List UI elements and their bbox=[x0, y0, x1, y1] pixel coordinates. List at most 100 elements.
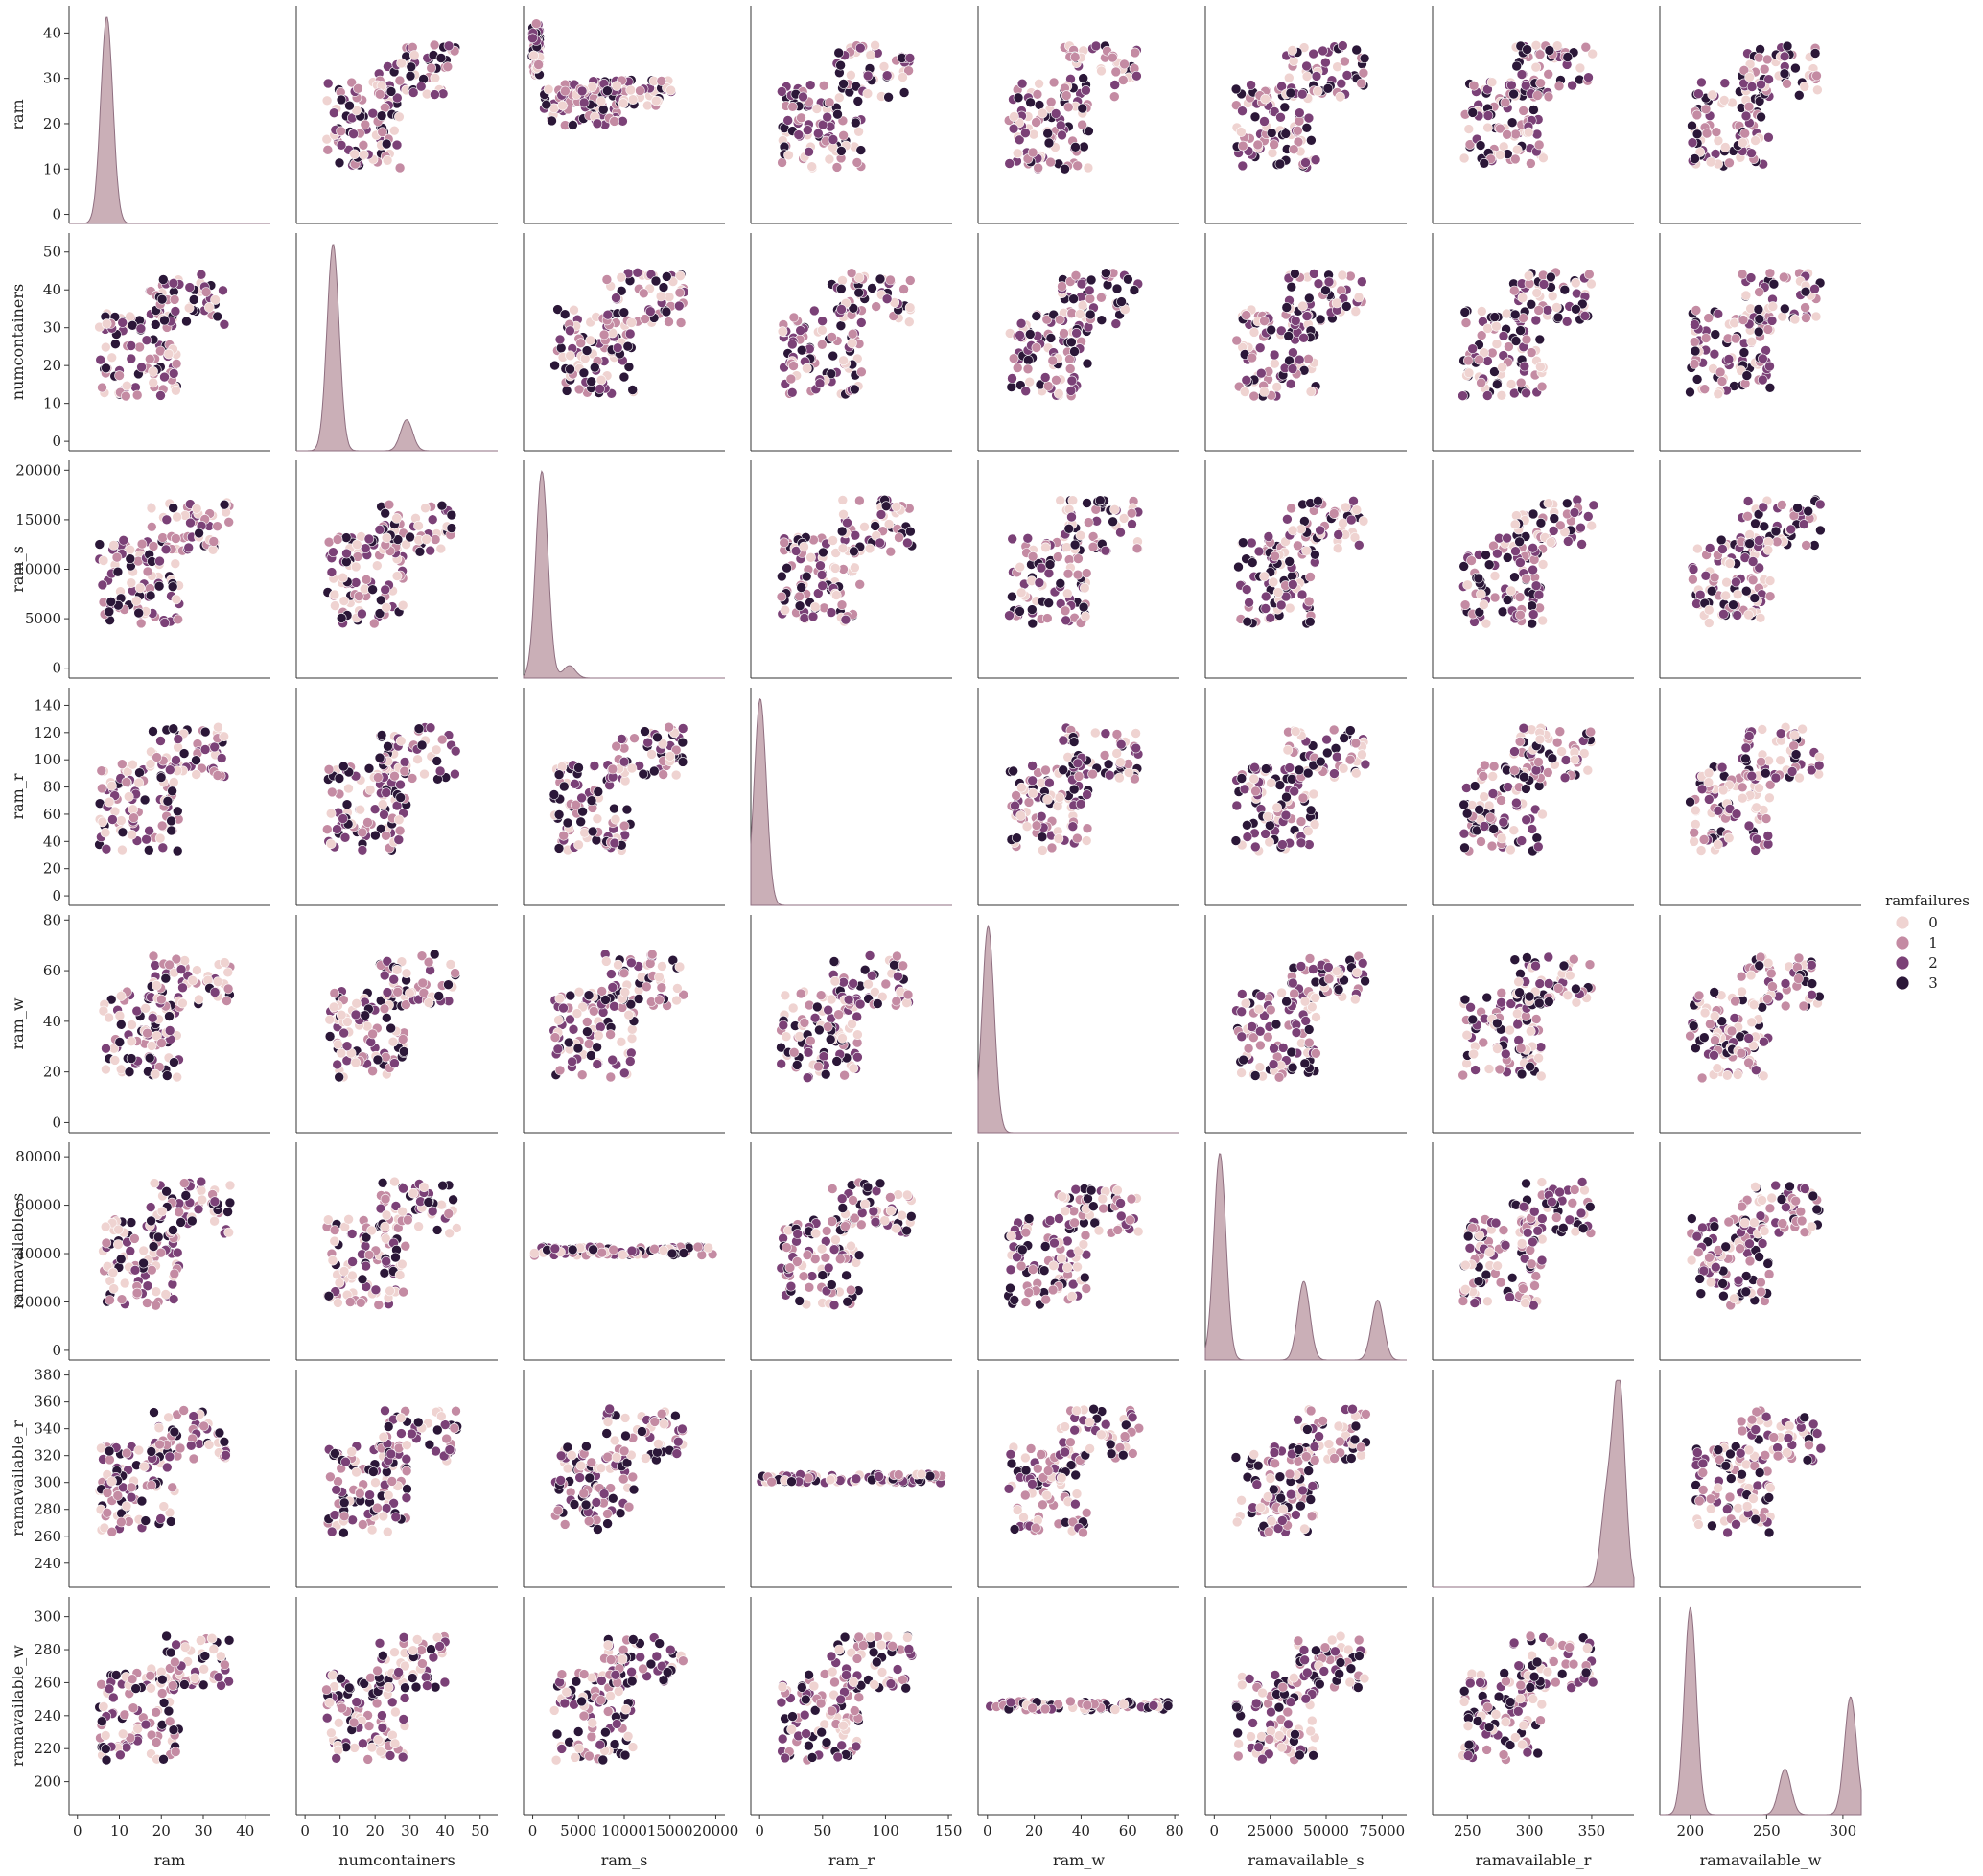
scatter-point bbox=[577, 806, 588, 817]
scatter-point bbox=[161, 514, 173, 526]
scatter-point bbox=[777, 157, 787, 168]
scatter-point bbox=[165, 764, 175, 776]
scatter-point bbox=[405, 988, 415, 998]
scatter-point bbox=[371, 560, 383, 572]
scatter-point bbox=[1268, 576, 1279, 588]
scatter-point bbox=[1528, 508, 1539, 520]
scatter-point bbox=[1536, 1070, 1547, 1082]
scatter-point bbox=[626, 1024, 638, 1035]
scatter-point bbox=[846, 70, 856, 81]
scatter-point bbox=[1288, 977, 1298, 989]
scatter-point bbox=[1236, 1067, 1247, 1078]
scatter-point bbox=[1537, 559, 1549, 570]
scatter-point bbox=[618, 98, 629, 108]
scatter-point bbox=[1704, 794, 1715, 805]
scatter-point bbox=[881, 293, 893, 305]
scatter-point bbox=[376, 730, 387, 740]
scatter-point bbox=[1533, 139, 1545, 151]
scatter-point bbox=[1341, 70, 1353, 81]
scatter-point bbox=[1042, 794, 1053, 805]
scatter-point bbox=[1306, 135, 1317, 146]
scatter-point bbox=[852, 1029, 863, 1040]
scatter-point bbox=[1318, 45, 1328, 57]
scatter-point bbox=[1082, 823, 1093, 834]
scatter-point bbox=[1534, 997, 1545, 1009]
scatter-point bbox=[1249, 1070, 1261, 1081]
scatter-point bbox=[1042, 381, 1054, 391]
scatter-point bbox=[549, 1032, 561, 1043]
scatter-point bbox=[385, 86, 397, 97]
scatter-point bbox=[171, 594, 182, 605]
scatter-point bbox=[1753, 304, 1764, 315]
scatter-point bbox=[836, 304, 847, 315]
scatter-point bbox=[889, 959, 899, 971]
scatter-point bbox=[1466, 555, 1477, 566]
scatter-point bbox=[883, 92, 894, 103]
scatter-point bbox=[1070, 142, 1081, 152]
scatter-point bbox=[200, 287, 212, 297]
scatter-point bbox=[1496, 997, 1506, 1008]
scatter-point bbox=[1130, 47, 1140, 59]
scatter-point bbox=[326, 786, 338, 798]
scatter-point bbox=[677, 757, 688, 767]
scatter-point bbox=[1753, 326, 1764, 338]
scatter-point bbox=[828, 134, 839, 145]
scatter-point bbox=[894, 532, 904, 543]
scatter-point bbox=[131, 1005, 143, 1017]
scatter-point bbox=[1015, 587, 1027, 598]
scatter-point bbox=[640, 726, 650, 737]
scatter-point bbox=[164, 1011, 175, 1021]
scatter-point bbox=[170, 306, 181, 317]
scatter-point bbox=[1703, 767, 1715, 779]
scatter-point bbox=[1316, 756, 1326, 767]
scatter-point bbox=[1486, 77, 1498, 87]
scatter-point bbox=[1238, 1054, 1248, 1066]
scatter-point bbox=[1007, 533, 1017, 545]
scatter-point bbox=[801, 571, 812, 582]
panel-ram_s-vs-numcontainers bbox=[295, 460, 498, 679]
scatter-point bbox=[1801, 313, 1811, 323]
scatter-point bbox=[1771, 536, 1783, 548]
scatter-point bbox=[1742, 496, 1754, 506]
scatter-point bbox=[101, 318, 112, 329]
scatter-point bbox=[1090, 40, 1102, 52]
scatter-point bbox=[1756, 756, 1766, 767]
scatter-point bbox=[787, 1002, 799, 1014]
scatter-point bbox=[168, 503, 178, 513]
panel-ram_s-vs-ramavailable_s bbox=[1204, 460, 1407, 679]
scatter-point bbox=[388, 125, 400, 136]
scatter-point bbox=[1283, 331, 1294, 341]
y-tick-label: 40 bbox=[43, 1013, 61, 1030]
scatter-point bbox=[1127, 519, 1137, 529]
scatter-point bbox=[140, 1003, 151, 1014]
scatter-point bbox=[191, 769, 201, 780]
scatter-point bbox=[136, 538, 148, 550]
scatter-point bbox=[1509, 519, 1521, 530]
scatter-point bbox=[1549, 513, 1560, 524]
panel-ram_s-vs-ram_r bbox=[750, 460, 952, 679]
scatter-point bbox=[1045, 97, 1057, 107]
scatter-point bbox=[1242, 616, 1253, 627]
scatter-point bbox=[903, 65, 914, 76]
scatter-point bbox=[1271, 1019, 1282, 1030]
scatter-point bbox=[1259, 387, 1270, 397]
scatter-point bbox=[616, 1037, 627, 1047]
scatter-point bbox=[1746, 148, 1757, 158]
scatter-point bbox=[665, 84, 676, 96]
scatter-point bbox=[1287, 363, 1298, 374]
scatter-point bbox=[393, 834, 405, 845]
scatter-point bbox=[1584, 959, 1596, 971]
scatter-point bbox=[368, 618, 380, 629]
scatter-point bbox=[1085, 309, 1096, 320]
scatter-point bbox=[1038, 845, 1048, 856]
scatter-point bbox=[828, 350, 839, 362]
scatter-point bbox=[843, 995, 854, 1005]
scatter-point bbox=[623, 1009, 635, 1020]
scatter-point bbox=[350, 1057, 362, 1068]
scatter-point bbox=[1304, 953, 1316, 964]
scatter-point bbox=[1758, 374, 1768, 386]
scatter-point bbox=[1297, 300, 1308, 312]
scatter-point bbox=[1007, 591, 1017, 602]
scatter-point bbox=[1746, 770, 1758, 782]
scatter-point bbox=[1688, 564, 1699, 575]
